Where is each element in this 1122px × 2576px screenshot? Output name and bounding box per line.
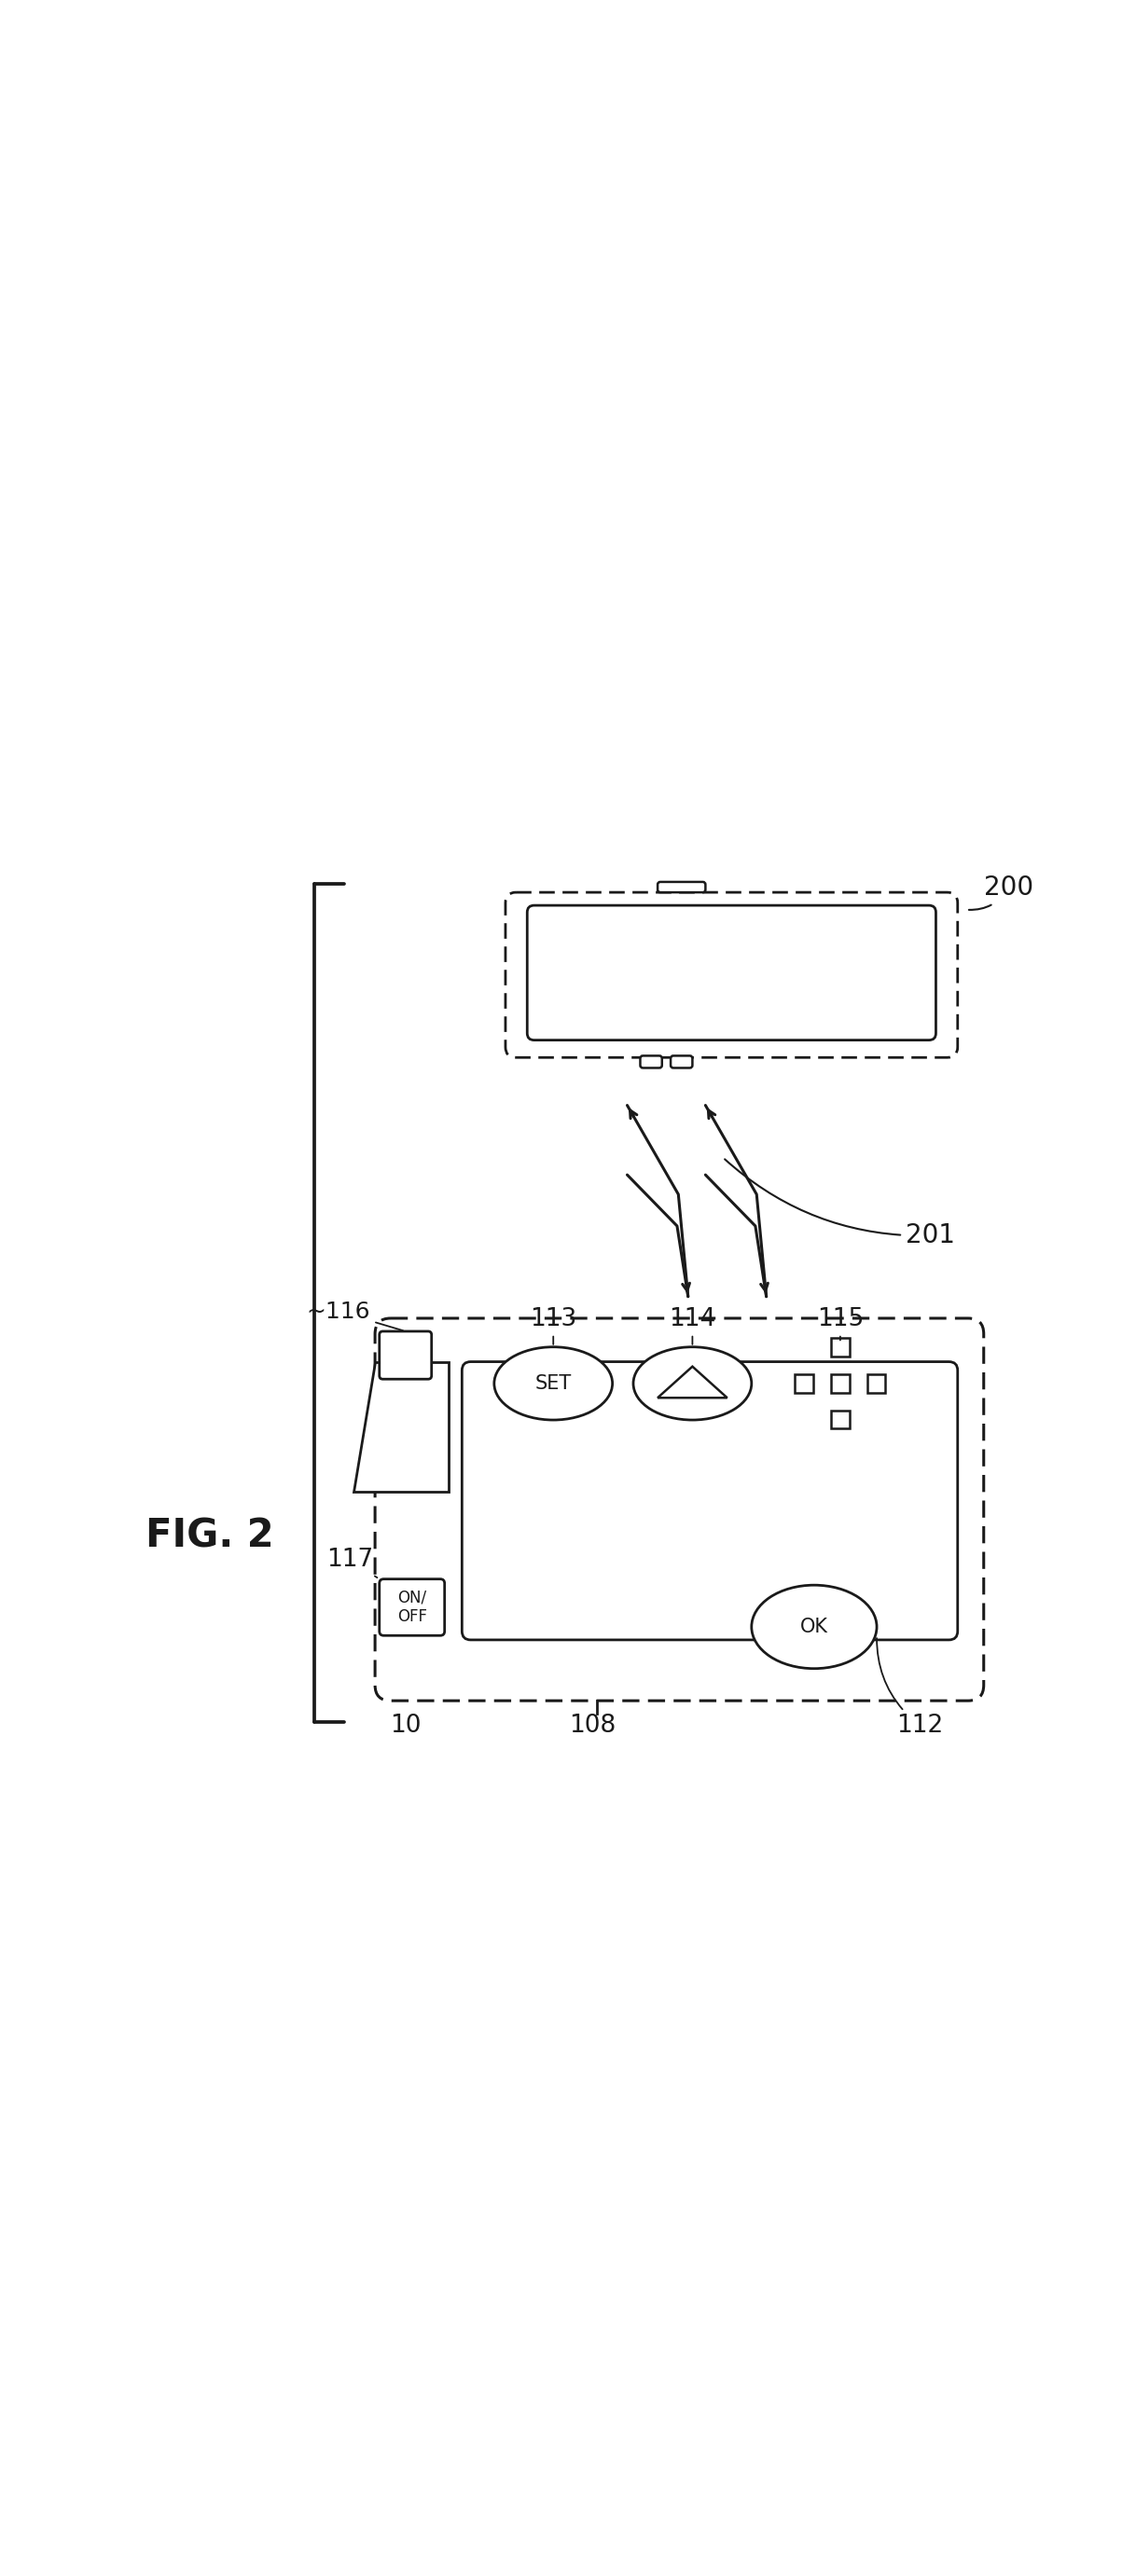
Text: 200: 200 — [969, 876, 1033, 909]
Text: OK: OK — [800, 1618, 828, 1636]
FancyBboxPatch shape — [375, 1319, 984, 1700]
Text: ~116: ~116 — [306, 1301, 403, 1332]
Text: 117: 117 — [327, 1548, 377, 1577]
Text: 115: 115 — [817, 1306, 864, 1340]
Polygon shape — [353, 1363, 449, 1492]
Text: 112: 112 — [876, 1638, 944, 1739]
Text: FIG. 2: FIG. 2 — [146, 1517, 274, 1556]
Text: SET: SET — [535, 1373, 571, 1394]
Ellipse shape — [752, 1584, 876, 1669]
Text: ON/
OFF: ON/ OFF — [397, 1589, 426, 1625]
Polygon shape — [657, 1365, 727, 1399]
Text: 201: 201 — [725, 1159, 955, 1249]
Bar — [831, 1376, 849, 1394]
Text: 108: 108 — [569, 1713, 616, 1739]
Text: 114: 114 — [669, 1306, 716, 1345]
Ellipse shape — [494, 1347, 613, 1419]
FancyBboxPatch shape — [671, 1056, 692, 1069]
Ellipse shape — [633, 1347, 752, 1419]
FancyBboxPatch shape — [379, 1579, 444, 1636]
FancyBboxPatch shape — [379, 1332, 432, 1378]
Bar — [867, 1376, 885, 1394]
FancyBboxPatch shape — [527, 904, 936, 1041]
FancyBboxPatch shape — [657, 881, 706, 891]
Bar — [831, 1340, 849, 1358]
Bar — [795, 1376, 813, 1394]
Bar — [831, 1412, 849, 1430]
FancyBboxPatch shape — [462, 1363, 957, 1641]
Text: 10: 10 — [389, 1713, 421, 1739]
Text: 113: 113 — [530, 1306, 577, 1345]
FancyBboxPatch shape — [505, 891, 957, 1059]
FancyBboxPatch shape — [641, 1056, 662, 1069]
